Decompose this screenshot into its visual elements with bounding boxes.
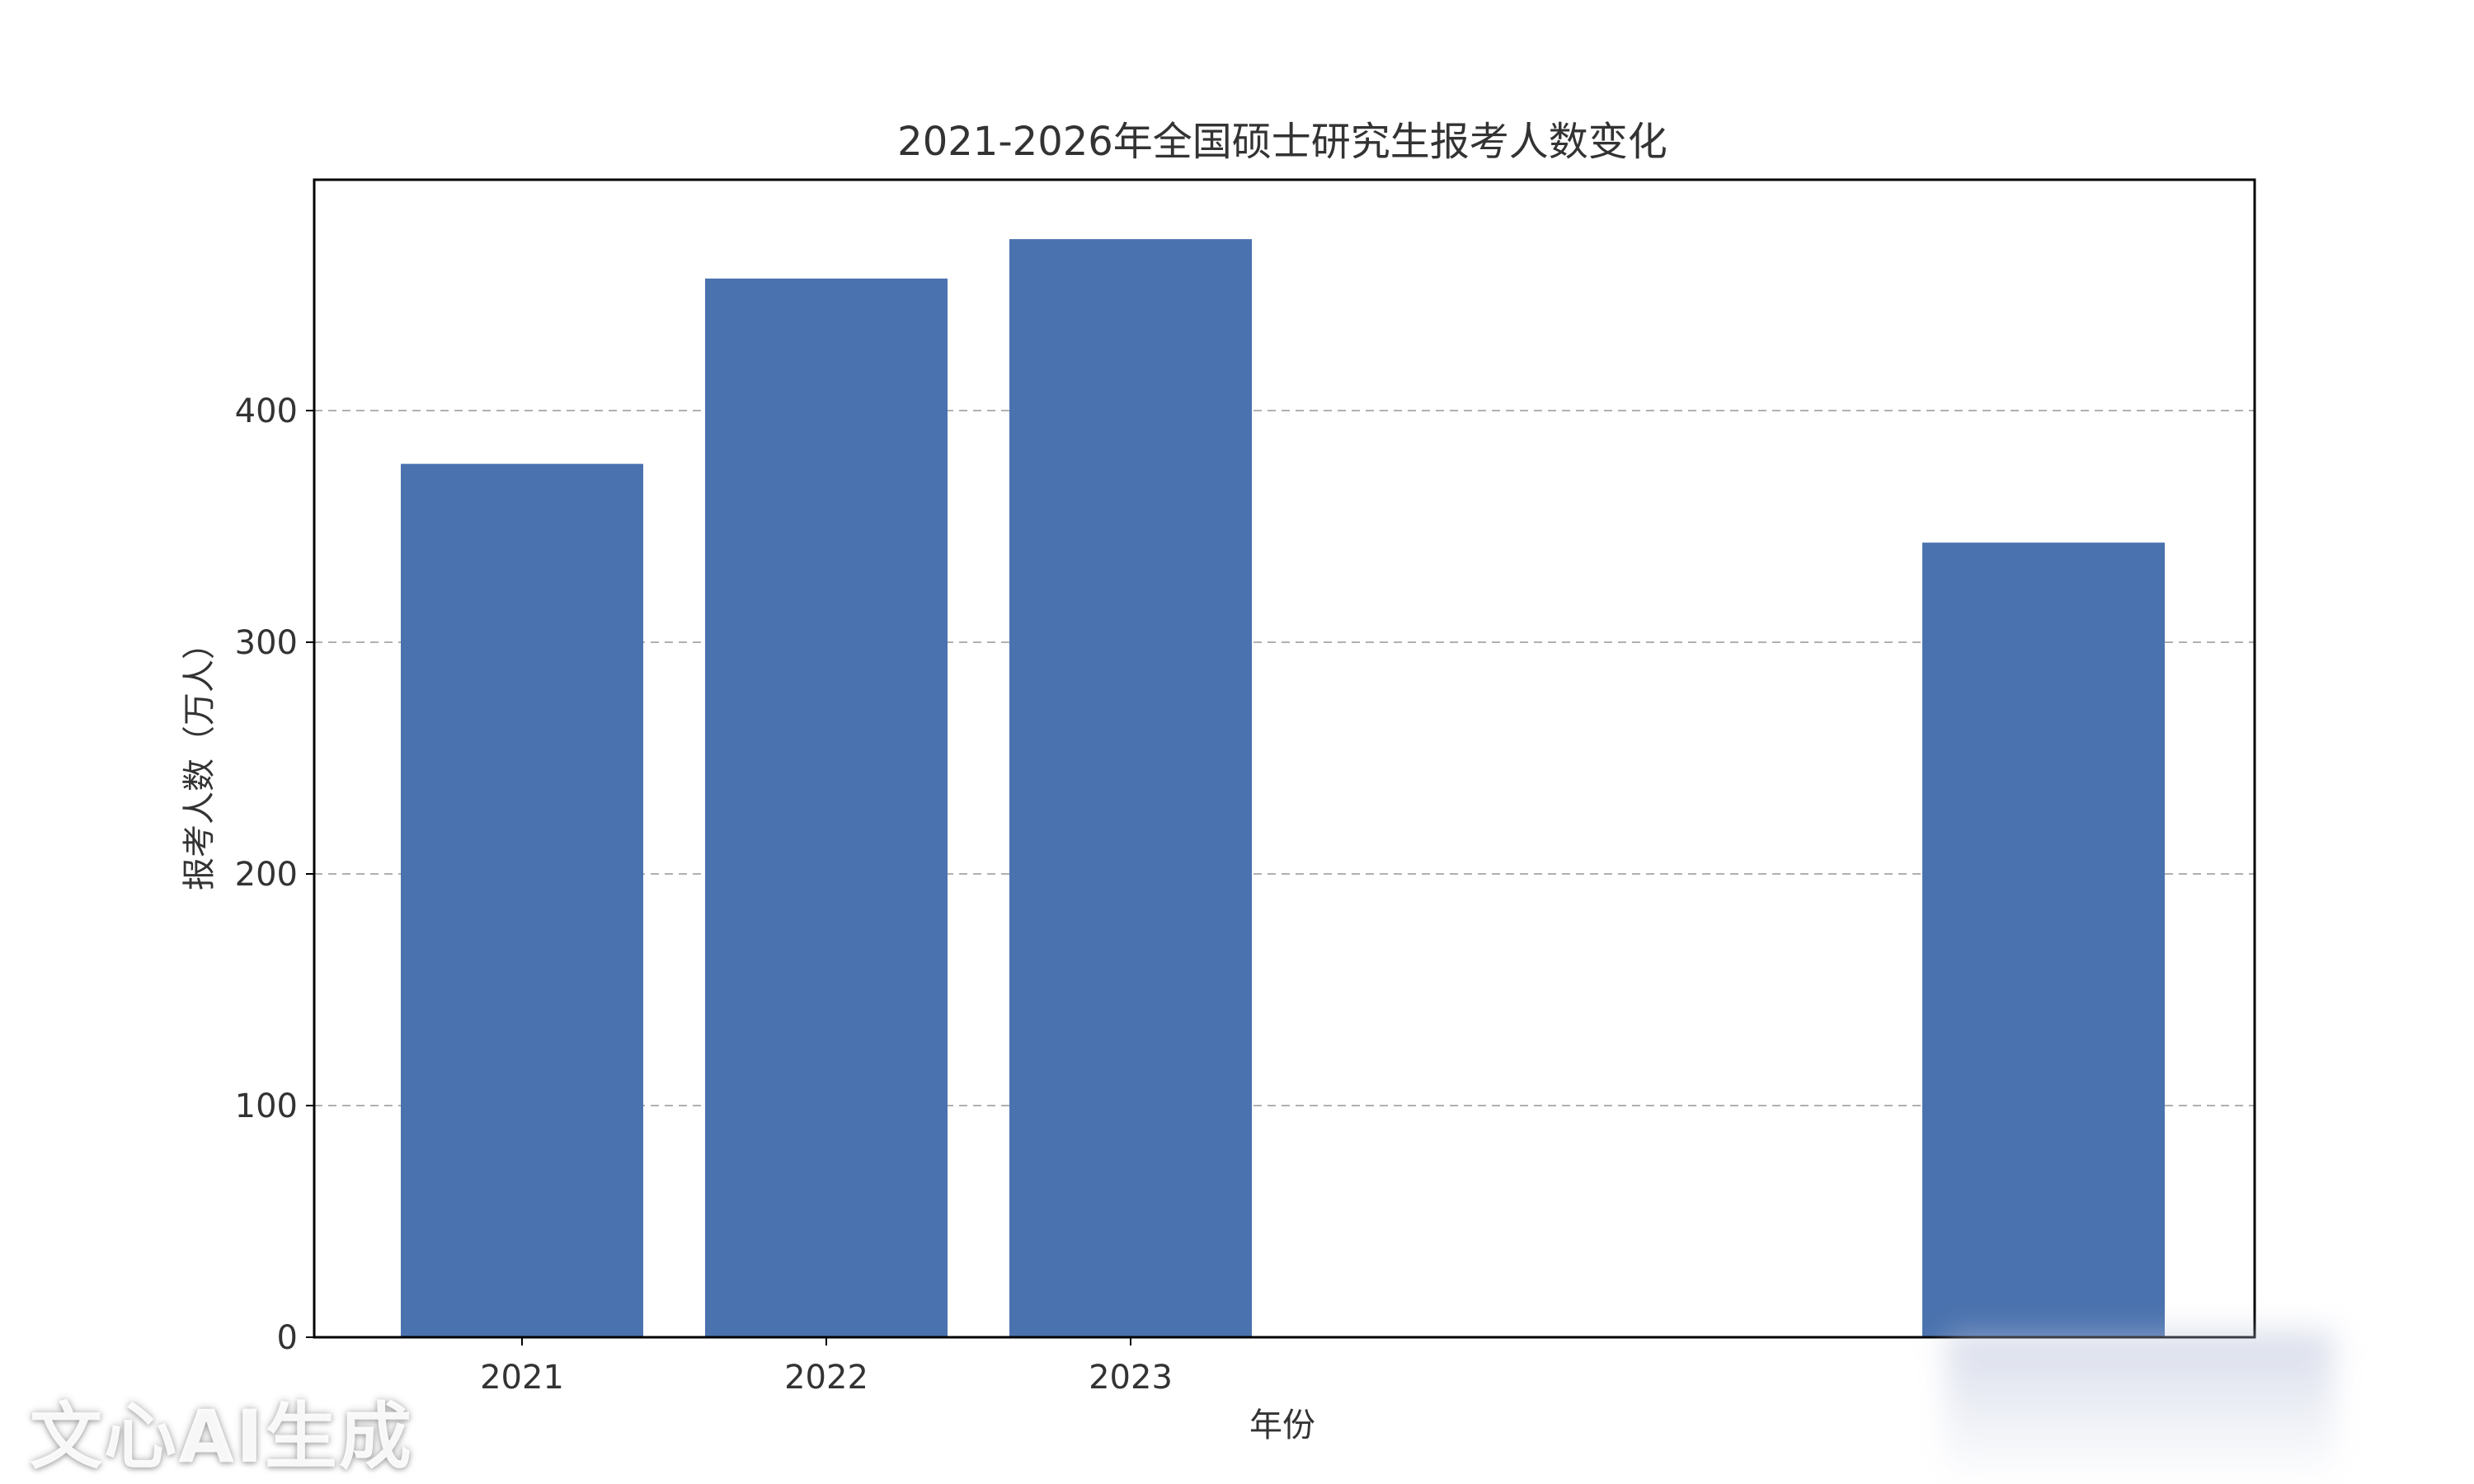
x-axis-ticks: 2021 2022 2023: [480, 1337, 1173, 1397]
bar: [1009, 239, 1252, 1337]
plot-frame: [313, 178, 2256, 1339]
x-tick-label: 2021: [480, 1359, 564, 1397]
y-tick-label: 300: [235, 624, 298, 662]
bars: [401, 239, 2165, 1338]
y-tick-label: 400: [235, 392, 298, 430]
bar: [401, 463, 643, 1337]
y-tick-label: 100: [235, 1087, 298, 1125]
y-axis-label: 报考人数（万人）: [181, 627, 219, 890]
watermark: 文心AI生成: [30, 1394, 413, 1479]
bar: [1922, 542, 2165, 1337]
x-tick-label: 2022: [784, 1359, 868, 1397]
blurred-overlay: [1946, 1331, 2334, 1484]
y-axis-ticks: 0 100 200 300 400: [235, 392, 314, 1357]
x-tick-label: 2023: [1089, 1359, 1173, 1397]
chart-title: 2021-2026年全国硕士研究生报考人数变化: [897, 119, 1667, 165]
x-axis-label: 年份: [1249, 1407, 1315, 1444]
bar: [705, 278, 948, 1338]
y-tick-label: 200: [235, 856, 298, 894]
y-tick-label: 0: [277, 1319, 298, 1357]
